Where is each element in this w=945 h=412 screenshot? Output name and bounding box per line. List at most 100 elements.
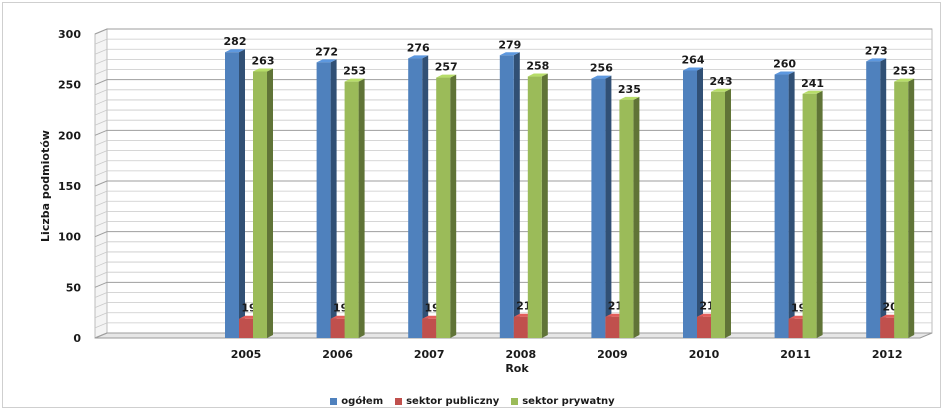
- y-axis-title: Liczba podmiotów: [39, 130, 52, 242]
- gridline: [94, 231, 932, 238]
- gridline: [94, 180, 932, 187]
- data-label: 263: [252, 54, 275, 67]
- bar: [591, 78, 606, 338]
- data-label: 21: [608, 300, 623, 313]
- bar-top: [591, 75, 612, 79]
- gridline: [94, 322, 932, 329]
- x-tick-label: 2006: [322, 348, 353, 361]
- data-label: 21: [699, 300, 714, 313]
- bar: [330, 318, 345, 338]
- data-label: 282: [224, 35, 247, 48]
- y-tick-label: 100: [58, 231, 81, 244]
- bar-top: [774, 71, 795, 75]
- data-label: 276: [407, 41, 430, 54]
- gridline: [94, 38, 932, 45]
- gridline: [94, 190, 932, 197]
- gridline: [94, 99, 932, 106]
- data-label: 19: [333, 302, 348, 315]
- data-label: 264: [682, 53, 705, 66]
- bar: [894, 81, 909, 339]
- y-tick-label: 200: [58, 129, 81, 142]
- bar-top: [225, 49, 245, 53]
- bar-side: [880, 58, 887, 339]
- bar-top: [316, 59, 337, 63]
- bar: [619, 99, 634, 338]
- data-label: 253: [343, 65, 366, 78]
- gridline: [94, 251, 932, 258]
- data-label: 258: [526, 60, 549, 73]
- data-label: 253: [893, 65, 916, 78]
- bar: [880, 317, 895, 338]
- legend-item-sektor-publiczny: sektor publiczny: [395, 396, 499, 407]
- bar-side: [422, 55, 429, 338]
- gridline: [94, 221, 932, 227]
- data-label: 257: [435, 61, 458, 74]
- bar-top: [408, 55, 429, 59]
- x-tick-label: 2007: [414, 348, 445, 361]
- data-label: 19: [791, 302, 806, 315]
- legend-item-ogolem: ogółem: [330, 396, 383, 407]
- bar-top: [802, 90, 823, 94]
- x-tick-label: 2009: [597, 348, 628, 361]
- bar: [866, 61, 881, 339]
- bar-top: [499, 52, 520, 56]
- gridline: [94, 281, 932, 288]
- x-tick-label: 2011: [780, 348, 811, 361]
- x-axis-title: Rok: [505, 362, 529, 375]
- data-label: 260: [773, 58, 796, 71]
- data-label: 273: [865, 44, 888, 57]
- data-label: 19: [425, 302, 440, 315]
- data-label: 256: [590, 62, 613, 75]
- bar-side: [633, 96, 640, 338]
- gridline: [94, 59, 932, 65]
- y-tick-label: 250: [58, 79, 81, 92]
- bar-side: [605, 75, 612, 338]
- bar-side: [267, 68, 273, 338]
- bar: [697, 316, 711, 338]
- bar-side: [239, 49, 245, 339]
- gridline: [94, 119, 932, 126]
- bar: [422, 318, 437, 338]
- bar-side: [697, 67, 703, 338]
- gridline: [94, 170, 932, 177]
- gridline: [94, 302, 932, 308]
- bar-side: [330, 59, 337, 339]
- gridline: [94, 271, 932, 278]
- bar: [436, 77, 451, 338]
- bar: [499, 55, 514, 338]
- x-tick-label: 2012: [872, 348, 903, 361]
- gridline: [94, 28, 932, 35]
- legend-swatch-sektor-publiczny: [395, 397, 403, 405]
- gridline: [94, 241, 932, 248]
- gridline: [94, 109, 932, 116]
- bar-top: [253, 68, 273, 72]
- bar: [316, 62, 331, 339]
- data-label: 243: [710, 75, 733, 88]
- bar-side: [908, 78, 915, 339]
- bar-side: [816, 90, 823, 338]
- bar-side: [513, 52, 520, 338]
- gridline: [94, 69, 932, 75]
- gridline: [94, 150, 932, 156]
- data-label: 241: [801, 77, 824, 90]
- y-tick-label: 0: [73, 332, 81, 345]
- bar: [683, 70, 697, 338]
- chart-legend: ogółem sektor publiczny sektor prywatny: [0, 393, 945, 409]
- data-label: 21: [516, 300, 531, 313]
- bar: [225, 52, 239, 339]
- bar: [253, 71, 267, 338]
- bar: [344, 81, 359, 339]
- legend-label-sektor-prywatny: sektor prywatny: [522, 395, 615, 407]
- gridline: [94, 210, 932, 217]
- data-label: 19: [241, 302, 256, 315]
- x-tick-label: 2010: [689, 348, 720, 361]
- y-tick-label: 150: [58, 180, 81, 193]
- gridline: [94, 48, 932, 55]
- bar: [527, 76, 542, 338]
- gridline: [94, 312, 932, 319]
- bar-top: [866, 58, 887, 62]
- bar-top: [344, 78, 365, 82]
- x-tick-label: 2005: [231, 348, 262, 361]
- gridline: [94, 332, 932, 339]
